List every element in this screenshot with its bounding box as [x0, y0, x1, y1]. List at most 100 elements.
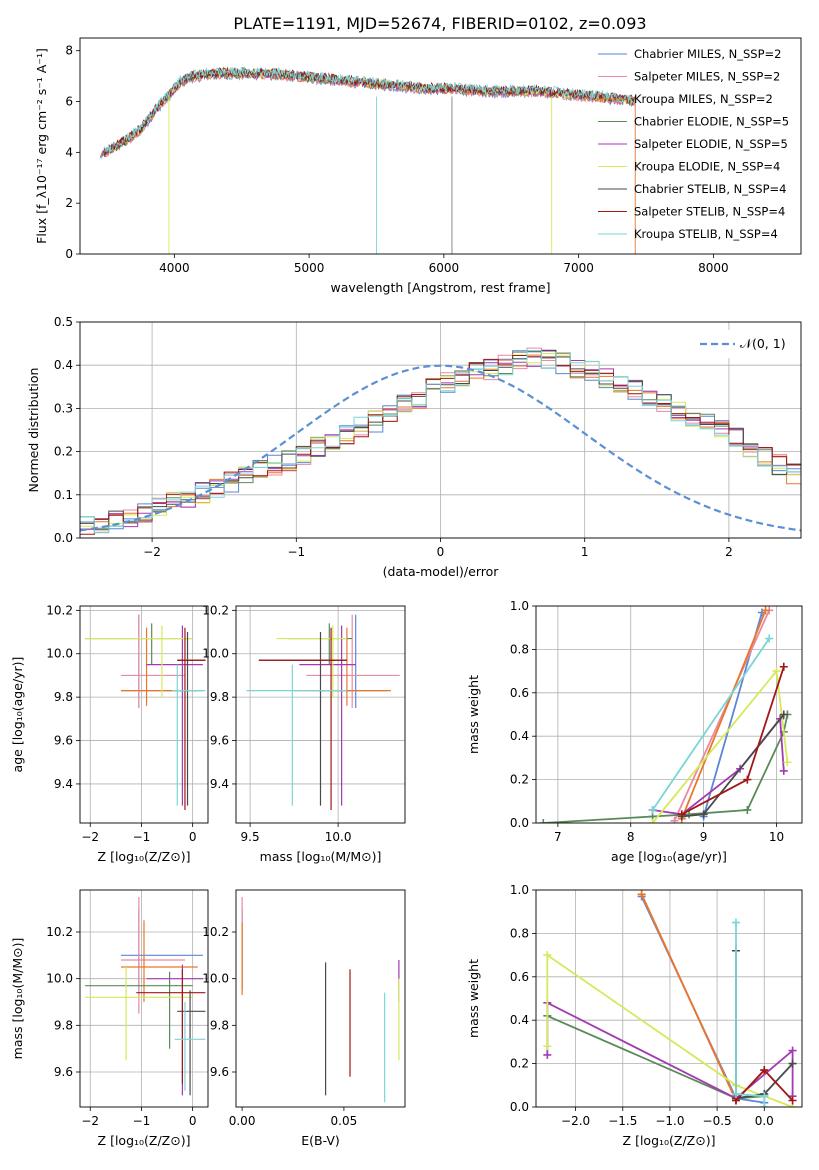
y-tick-label: 8 — [65, 44, 73, 58]
x-tick-label: 8 — [627, 830, 635, 844]
x-tick-label: −1 — [133, 830, 151, 844]
plot-area — [543, 890, 797, 1107]
y-axis-label: Flux [f_λ10⁻¹⁷ erg cm⁻² s⁻¹ A⁻¹] — [34, 48, 49, 244]
x-tick-label: 10 — [769, 830, 784, 844]
plot-area — [246, 614, 400, 810]
x-axis-label: (data-model)/error — [383, 564, 500, 579]
y-tick-label: 0.6 — [510, 970, 529, 984]
y-tick-label: 6 — [65, 95, 73, 109]
panel-7: −2.0 −1.5 −1.0 −0.5 0.0 0.0 0.2 0.4 0.6 0.8 1.0 Z [… — [466, 883, 803, 1148]
x-tick-label: 0 — [437, 545, 445, 559]
y-tick-label: 9.6 — [210, 1065, 229, 1079]
weight-marker-chabrier_stelib — [779, 710, 788, 719]
panel-5: −2 −1 0 9.6 9.8 10.0 10.2 Z [log₁₀(Z/Z⊙)] mass [… — [10, 889, 209, 1148]
y-tick-label: 0.5 — [54, 315, 73, 329]
y-tick-label: 9.8 — [54, 690, 73, 704]
y-tick-label: 0.2 — [54, 445, 73, 459]
legend-label: Kroupa ELODIE, N_SSP=4 — [634, 160, 780, 174]
weight-line-salpeter_miles — [673, 609, 771, 822]
y-tick-label: 0.8 — [510, 642, 529, 656]
y-tick-label: 10.2 — [202, 925, 229, 939]
weight-marker-salpeter_elodie — [788, 1046, 797, 1055]
y-tick-label: 1.0 — [510, 883, 529, 897]
x-axis-label: Z [log₁₀(Z/Z⊙)] — [98, 849, 191, 864]
legend: Chabrier MILES, N_SSP=2 Salpeter MILES, N… — [598, 47, 789, 241]
x-tick-label: 2 — [725, 545, 733, 559]
x-axis-label: E(B-V) — [301, 1133, 340, 1148]
x-tick-label: 6000 — [429, 261, 460, 275]
legend-label: Chabrier ELODIE, N_SSP=5 — [634, 115, 789, 129]
weight-line-kroupa_stelib — [735, 922, 766, 1107]
x-tick-label: 0 — [189, 1114, 197, 1128]
legend-label: Chabrier MILES, N_SSP=2 — [634, 47, 781, 61]
weight-marker-kroupa_elodie — [648, 819, 657, 823]
weight-marker-salpeter_stelib — [760, 1066, 769, 1075]
y-tick-label: 2 — [65, 196, 73, 210]
weight-marker-salpeter_elodie — [543, 1050, 552, 1059]
x-tick-label: −2 — [81, 830, 99, 844]
y-tick-label: 0.6 — [510, 686, 529, 700]
weight-marker-salpeter_stelib — [743, 775, 752, 784]
y-tick-label: 0.0 — [54, 531, 73, 545]
y-axis-label: mass [log₁₀(M/M⊙)] — [10, 938, 25, 1060]
x-tick-label: 8000 — [698, 261, 729, 275]
legend-label: Chabrier STELIB, N_SSP=4 — [634, 182, 786, 196]
weight-marker-kroupa_elodie — [543, 951, 552, 960]
axes-frame — [235, 605, 406, 824]
axes-frame — [235, 889, 406, 1108]
plot-area — [85, 614, 206, 810]
x-tick-label: 7000 — [563, 261, 594, 275]
panel-6: 0.00 0.05 9.6 9.8 10.0 10.2 E(B-V) — [202, 889, 406, 1148]
weight-marker-kroupa_miles — [637, 890, 646, 899]
weight-marker-chabrier_elodie — [743, 805, 752, 814]
x-tick-label: −1 — [133, 1114, 151, 1128]
y-tick-label: 10.0 — [46, 647, 73, 661]
x-tick-label: −0.5 — [703, 1114, 732, 1128]
axes-frame — [79, 889, 209, 1108]
axes-frame — [535, 889, 803, 1108]
y-tick-label: 0.3 — [54, 401, 73, 415]
y-tick-label: 9.4 — [54, 777, 73, 791]
weight-marker-chabrier_stelib — [788, 1059, 797, 1068]
weight-marker-kroupa_stelib — [648, 805, 657, 814]
weight-marker-kroupa_stelib — [760, 1092, 769, 1101]
weight-marker-kroupa_stelib — [731, 1089, 740, 1098]
y-axis-label: age [log₁₀(age/yr)] — [10, 657, 25, 773]
y-tick-label: 10.0 — [202, 972, 229, 986]
weight-marker-salpeter_miles — [670, 816, 679, 823]
figure-title: PLATE=1191, MJD=52674, FIBERID=0102, z=0… — [233, 14, 646, 33]
x-tick-label: 0 — [189, 830, 197, 844]
y-tick-label: 10.0 — [202, 647, 229, 661]
x-tick-label: 5000 — [294, 261, 325, 275]
x-tick-label: −2.0 — [561, 1114, 590, 1128]
weight-marker-salpeter_stelib — [677, 810, 686, 819]
y-tick-label: 0 — [65, 247, 73, 261]
axes-frame — [79, 37, 802, 255]
legend-label: Salpeter ELODIE, N_SSP=5 — [634, 137, 788, 151]
y-tick-label: 9.6 — [54, 1065, 73, 1079]
y-tick-label: 0.1 — [54, 488, 73, 502]
y-tick-label: 4 — [65, 145, 73, 159]
panel-1: 𝒩(0, 1) −2 −1 0 1 2 0.0 0.1 0.2 0.3 0.4 0.5 (data-mo… — [26, 315, 802, 579]
gaussian-curve — [80, 364, 801, 532]
y-tick-label: 0.8 — [510, 926, 529, 940]
panel-3: 9.5 10.0 9.4 9.6 9.8 10.0 10.2 mass [log₁₀(M/M⊙… — [202, 603, 406, 864]
x-axis-label: age [log₁₀(age/yr)] — [611, 849, 727, 864]
y-tick-label: 10.2 — [202, 603, 229, 617]
x-axis-label: wavelength [Angstrom, rest frame] — [330, 280, 550, 295]
y-tick-label: 0.2 — [510, 1057, 529, 1071]
legend-label: Kroupa MILES, N_SSP=2 — [634, 92, 773, 106]
weight-marker-chabrier_elodie — [539, 819, 548, 823]
plot-area — [80, 347, 801, 535]
y-tick-label: 0.2 — [510, 773, 529, 787]
y-axis-label: mass weight — [466, 959, 481, 1038]
axes-frame — [79, 605, 209, 824]
weight-marker-kroupa_elodie — [783, 758, 792, 767]
x-axis-label: mass [log₁₀(M/M⊙)] — [260, 849, 382, 864]
y-tick-label: 0.0 — [510, 1100, 529, 1114]
weight-marker-kroupa_elodie — [543, 1042, 552, 1051]
plot-area — [241, 897, 400, 1103]
legend-label: Salpeter MILES, N_SSP=2 — [634, 70, 780, 84]
weight-marker-kroupa_miles — [761, 606, 770, 615]
